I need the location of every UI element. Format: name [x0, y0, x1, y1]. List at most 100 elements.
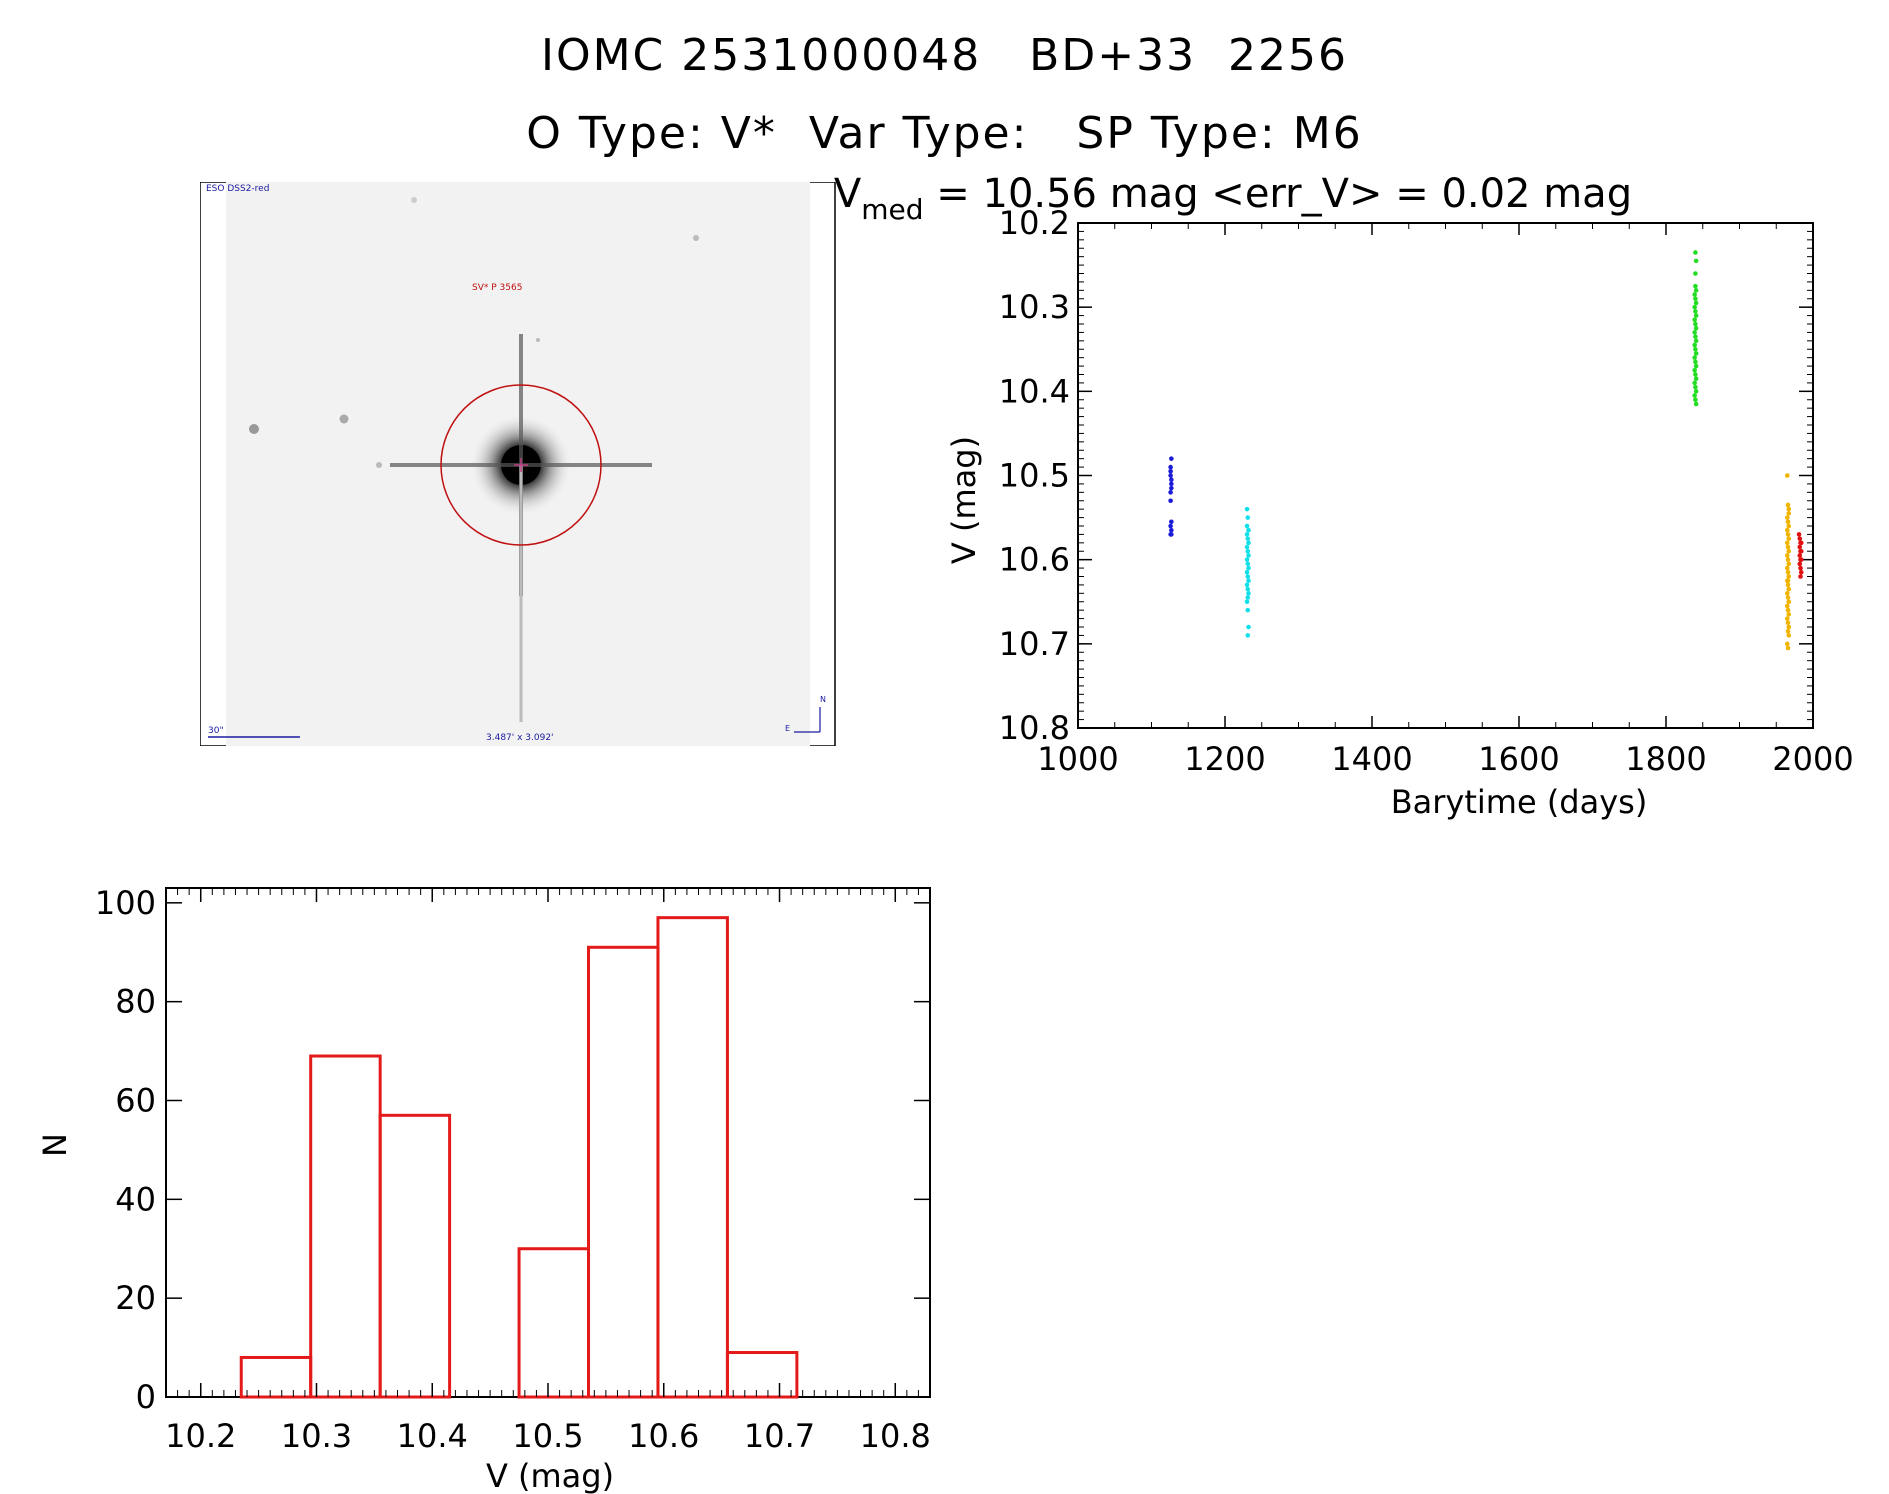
light-curve-point — [1784, 553, 1790, 558]
light-curve-point — [1693, 389, 1699, 394]
light-curve-point — [1245, 586, 1251, 592]
light-curve-xlabel: Barytime (days) — [1391, 783, 1648, 821]
light-curve-point — [1784, 603, 1790, 609]
histogram-bar — [309, 1054, 382, 1399]
light-curve-point — [1786, 536, 1792, 541]
light-curve-point — [1693, 359, 1698, 365]
light-curve-point — [1786, 599, 1792, 605]
light-curve-point — [1693, 258, 1699, 264]
background-star — [376, 462, 382, 468]
light-curve-point — [1784, 527, 1790, 533]
survey-label: ESO DSS2-red — [206, 184, 269, 194]
light-curve-point — [1246, 527, 1251, 533]
light-curve-point — [1785, 569, 1791, 575]
light-curve-point — [1168, 490, 1173, 495]
light-curve-point — [1785, 620, 1791, 626]
histogram-ytick-label: 80 — [115, 983, 156, 1021]
light-curve-point — [1692, 342, 1697, 348]
north-label: N — [820, 695, 826, 704]
light-curve-point — [1693, 384, 1698, 390]
light-curve-ylabel: V (mag) — [945, 436, 983, 564]
histogram-xtick-label: 10.5 — [512, 1417, 583, 1455]
light-curve-point — [1245, 561, 1251, 567]
light-curve-point — [1169, 485, 1174, 491]
light-curve-point — [1784, 515, 1790, 520]
background-star — [536, 338, 540, 342]
light-curve-point — [1786, 612, 1792, 617]
background-star — [249, 424, 259, 434]
light-curve-point — [1245, 633, 1251, 638]
light-curve-point — [1246, 578, 1251, 584]
light-curve-point — [1786, 633, 1792, 638]
histogram-xlabel: V (mag) — [486, 1457, 614, 1494]
histogram-bar — [725, 1351, 799, 1399]
light-curve-point — [1785, 578, 1791, 584]
light-curve-point — [1245, 595, 1251, 600]
light-curve-point — [1244, 506, 1250, 512]
light-curve-point — [1784, 641, 1790, 647]
light-curve-point — [1245, 607, 1251, 613]
light-curve-point — [1693, 313, 1699, 318]
light-curve-point — [1785, 544, 1791, 550]
light-curve-point — [1168, 473, 1173, 478]
histogram-bar — [587, 945, 660, 1399]
light-curve-point — [1693, 283, 1698, 289]
light-curve-point — [1245, 574, 1251, 579]
light-curve-point — [1169, 477, 1174, 483]
light-curve-point — [1798, 565, 1803, 571]
light-curve-point — [1169, 527, 1174, 533]
light-curve-point — [1244, 532, 1250, 537]
light-curve-point — [1693, 271, 1698, 276]
light-curve-point — [1786, 506, 1792, 512]
light-curve-point — [1784, 565, 1790, 571]
light-curve-ytick-label: 10.3 — [999, 288, 1070, 326]
light-curve-point — [1798, 540, 1804, 546]
light-curve-point — [1693, 397, 1698, 403]
light-curve-point — [1245, 548, 1251, 554]
light-curve-point — [1785, 532, 1791, 537]
light-curve-point — [1785, 502, 1791, 508]
light-curve-title-subscript: med — [861, 193, 923, 226]
light-curve-point — [1246, 591, 1251, 596]
light-curve-point — [1244, 582, 1250, 588]
light-curve-point — [1786, 574, 1792, 579]
light-curve-xtick-label: 1400 — [1331, 740, 1412, 778]
histogram-ytick-label: 40 — [115, 1180, 156, 1218]
background-star — [411, 197, 417, 203]
size-label: 3.487' x 3.092' — [486, 733, 554, 743]
light-curve-point — [1693, 346, 1698, 352]
light-curve-ytick-label: 10.4 — [999, 372, 1070, 410]
light-curve-point — [1246, 565, 1251, 571]
light-curve-point — [1786, 624, 1792, 630]
light-curve-point — [1245, 536, 1251, 541]
light-curve-xtick-label: 2000 — [1772, 740, 1853, 778]
light-curve-point — [1785, 628, 1791, 634]
light-curve-point — [1168, 523, 1173, 529]
light-curve-point — [1785, 645, 1791, 651]
light-curve-point — [1693, 300, 1699, 306]
chart-title-line2: O Type: V* Var Type: SP Type: M6 — [526, 108, 1363, 159]
histogram-ytick-label: 20 — [115, 1279, 156, 1317]
histogram-xtick-label: 10.2 — [165, 1417, 236, 1455]
light-curve-point — [1797, 561, 1803, 567]
light-curve-point — [1692, 393, 1697, 398]
light-curve-point — [1169, 481, 1174, 487]
light-curve-point — [1169, 532, 1174, 537]
light-curve-point — [1796, 532, 1802, 537]
light-curve-point — [1786, 586, 1792, 592]
light-curve-point — [1784, 591, 1790, 596]
light-curve-point — [1692, 317, 1697, 323]
light-curve-point — [1693, 288, 1699, 293]
light-curve-point — [1784, 540, 1790, 546]
light-curve-point — [1168, 468, 1173, 474]
light-curve-point — [1246, 553, 1251, 558]
light-curve-xtick-label: 1000 — [1037, 740, 1118, 778]
light-curve-point — [1693, 325, 1699, 331]
light-curve-point — [1693, 351, 1699, 356]
histogram-xtick-label: 10.3 — [281, 1417, 352, 1455]
histogram-ytick-label: 0 — [136, 1378, 156, 1416]
light-curve-point — [1785, 595, 1791, 600]
histogram-xtick-label: 10.4 — [397, 1417, 468, 1455]
light-curve-point — [1693, 321, 1698, 327]
